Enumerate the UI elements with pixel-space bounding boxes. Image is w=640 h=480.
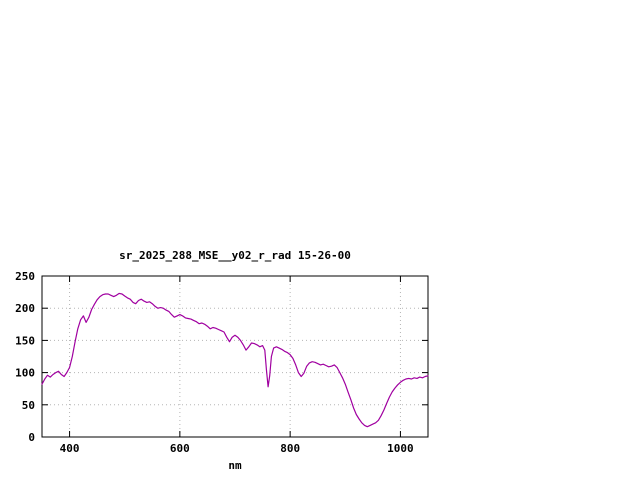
y-tick-label: 50 (22, 399, 35, 412)
y-tick-label: 250 (15, 270, 35, 283)
y-tick-label: 200 (15, 302, 35, 315)
x-axis-label: nm (228, 459, 242, 472)
x-tick-label: 400 (60, 442, 80, 455)
series-line (41, 292, 429, 428)
plot-border (41, 275, 429, 438)
y-tick-label: 150 (15, 334, 35, 347)
chart-title: sr_2025_288_MSE__y02_r_rad 15-26-00 (119, 249, 351, 262)
x-tick-label: 800 (280, 442, 300, 455)
y-tick-label: 100 (15, 367, 35, 380)
x-tick-label: 600 (170, 442, 190, 455)
y-tick-label: 0 (28, 431, 35, 444)
x-tick-label: 1000 (387, 442, 414, 455)
